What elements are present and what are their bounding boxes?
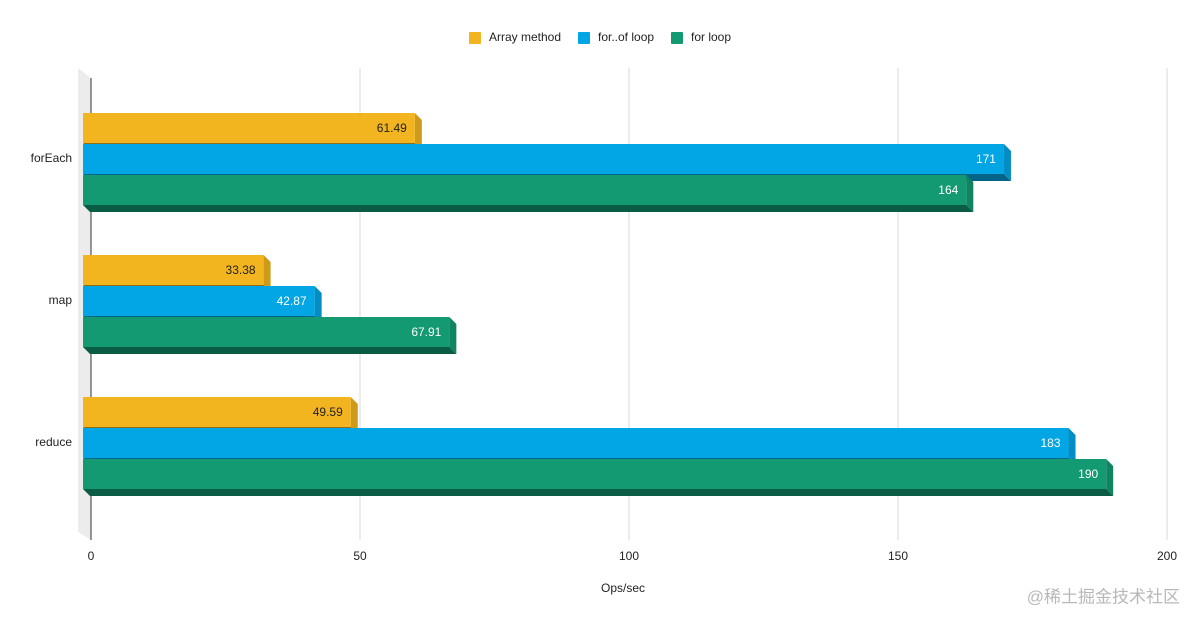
legend-label: for loop: [691, 30, 731, 44]
bar-side: [966, 175, 974, 212]
legend-label: Array method: [489, 30, 561, 44]
bar-face: [83, 428, 1069, 458]
value-label: 171: [976, 152, 996, 166]
bar-face: [83, 286, 315, 316]
value-label: 67.91: [411, 325, 441, 339]
bar: [83, 317, 457, 354]
watermark: @稀土掘金技术社区: [1027, 587, 1180, 606]
bar-face: [83, 175, 967, 205]
bar-side: [414, 113, 422, 150]
bar-face: [83, 255, 264, 285]
bar-bottom: [83, 205, 974, 212]
x-axis-label: Ops/sec: [601, 581, 645, 595]
bar-side: [314, 286, 322, 323]
bar-side: [263, 255, 271, 292]
bar-face: [83, 317, 450, 347]
value-label: 190: [1078, 467, 1098, 481]
bar: [83, 459, 1114, 496]
value-label: 42.87: [277, 294, 307, 308]
bar-side: [350, 397, 358, 434]
x-tick-label: 200: [1157, 549, 1177, 563]
bar-side: [449, 317, 457, 354]
value-label: 164: [938, 183, 958, 197]
x-tick-label: 50: [353, 549, 367, 563]
x-tick-label: 0: [88, 549, 95, 563]
value-label: 183: [1041, 436, 1061, 450]
value-label: 61.49: [377, 121, 407, 135]
bar-side: [1003, 144, 1011, 181]
legend-swatch: [671, 32, 683, 44]
y-tick-label: map: [49, 293, 73, 307]
x-tick-label: 150: [888, 549, 908, 563]
value-label: 49.59: [313, 405, 343, 419]
bar: [83, 397, 358, 434]
bar-bottom: [83, 489, 1114, 496]
bar-face: [83, 144, 1004, 174]
bar-bottom: [83, 347, 457, 354]
bars: forEach 61.49 171 164 map 33.38 42.87 67.91 redu…: [31, 113, 1114, 496]
legend-swatch: [578, 32, 590, 44]
legend-swatch: [469, 32, 481, 44]
bar-face: [83, 397, 351, 427]
legend-label: for..of loop: [598, 30, 654, 44]
value-label: 33.38: [226, 263, 256, 277]
bar-side: [1068, 428, 1076, 465]
bar-side: [1106, 459, 1114, 496]
bar: [83, 175, 974, 212]
y-tick-label: forEach: [31, 151, 72, 165]
legend: Array method for..of loop for loop: [469, 30, 731, 44]
bar-face: [83, 459, 1107, 489]
x-tick-label: 100: [619, 549, 639, 563]
bar-face: [83, 113, 415, 143]
y-tick-label: reduce: [35, 435, 72, 449]
